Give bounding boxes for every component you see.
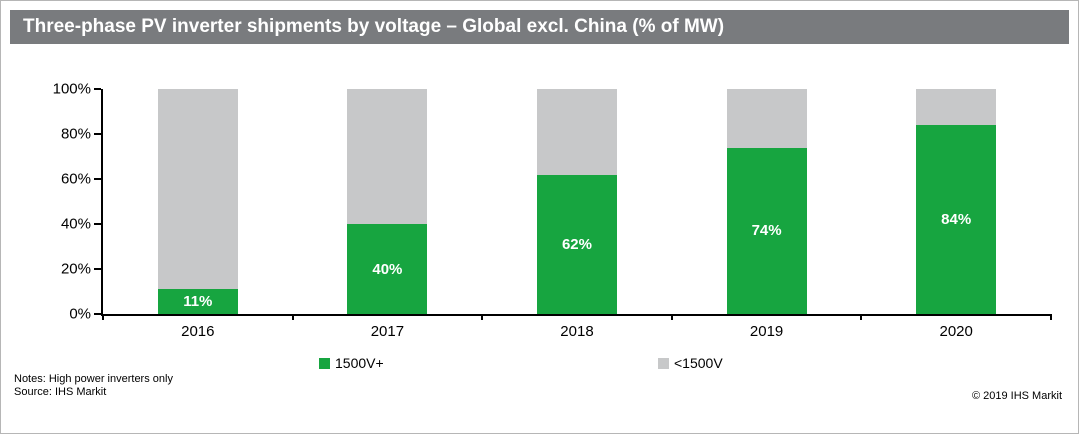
y-axis-tick-mark <box>94 268 101 270</box>
bar-segment-under1500v <box>726 89 807 148</box>
y-axis-tick-mark <box>94 313 101 315</box>
y-axis-tick-label: 40% <box>60 215 91 233</box>
y-axis-tick-mark <box>94 88 101 90</box>
plot-area: 0% 20% 40% 60% 80% 100% 11% 2016 40% 2017 62% 2018 7… <box>53 81 1052 340</box>
x-axis-category-label: 2018 <box>560 323 594 340</box>
bar-value-label: 74% <box>751 222 782 240</box>
x-axis-tick-mark <box>291 314 294 320</box>
y-axis-tick-label: 0% <box>69 305 91 323</box>
x-axis-tick-mark <box>102 314 104 320</box>
legend-label-under1500v: <1500V <box>674 355 723 371</box>
y-axis-tick-mark <box>94 133 101 135</box>
y-axis-tick-label: 60% <box>60 170 91 188</box>
legend-swatch-green <box>319 357 330 369</box>
bar-stack: 62% <box>536 89 617 314</box>
bar-value-label: 11% <box>183 293 213 311</box>
bar-stack: 40% <box>347 89 428 314</box>
bar-stack: 11% <box>157 89 238 314</box>
x-axis-category-label: 2016 <box>181 323 215 340</box>
legend: 1500V+ <1500V <box>1 355 1078 373</box>
bar-column-2016: 11% <box>103 89 293 314</box>
legend-item-1500vplus: 1500V+ <box>319 355 384 371</box>
legend-swatch-gray <box>658 357 669 369</box>
bar-segment-under1500v <box>157 89 238 290</box>
y-axis-tick-mark <box>94 223 101 225</box>
y-axis-tick-mark <box>94 178 101 180</box>
footnote-notes: Notes: High power inverters only <box>14 373 173 385</box>
y-axis-tick-label: 100% <box>52 80 91 98</box>
bar-value-label: 62% <box>561 235 592 253</box>
bar-value-label: 84% <box>941 211 972 228</box>
x-axis-tick-mark <box>670 314 673 320</box>
x-axis-tick-mark <box>860 314 863 320</box>
y-axis-tick-label: 80% <box>60 125 91 143</box>
bar-segment-1500vplus: 74% <box>726 147 807 314</box>
bar-segment-under1500v <box>536 89 617 175</box>
x-axis-category-label: 2020 <box>939 323 973 340</box>
x-axis-tick-mark <box>481 314 484 320</box>
bar-segment-under1500v <box>916 89 997 125</box>
legend-item-under1500v: <1500V <box>658 355 723 371</box>
bar-column-2019: 74% <box>672 89 862 314</box>
y-axis-tick-label: 20% <box>60 260 91 278</box>
bar-segment-1500vplus: 84% <box>916 125 997 314</box>
bar-segment-1500vplus: 40% <box>347 224 428 314</box>
x-axis-tick-mark <box>1050 314 1052 320</box>
footnote-source: Source: IHS Markit <box>14 386 107 398</box>
chart-title: Three-phase PV inverter shipments by vol… <box>10 10 1069 44</box>
bar-column-2017: 40% <box>293 89 483 314</box>
bar-value-label: 40% <box>372 260 403 278</box>
footnotes: Notes: High power inverters only Source:… <box>14 373 173 399</box>
legend-label-1500vplus: 1500V+ <box>335 355 384 371</box>
x-axis-category-label: 2017 <box>370 323 405 340</box>
bar-segment-1500vplus: 11% <box>157 289 238 314</box>
bar-stack: 84% <box>916 89 997 314</box>
x-axis-category-label: 2019 <box>749 323 784 340</box>
bar-column-2020: 84% <box>861 89 1051 314</box>
bar-stack: 74% <box>726 89 807 314</box>
bar-segment-1500vplus: 62% <box>536 174 617 314</box>
bar-column-2018: 62% <box>482 89 672 314</box>
copyright-text: © 2019 IHS Markit <box>971 390 1062 402</box>
bar-segment-under1500v <box>347 89 428 224</box>
